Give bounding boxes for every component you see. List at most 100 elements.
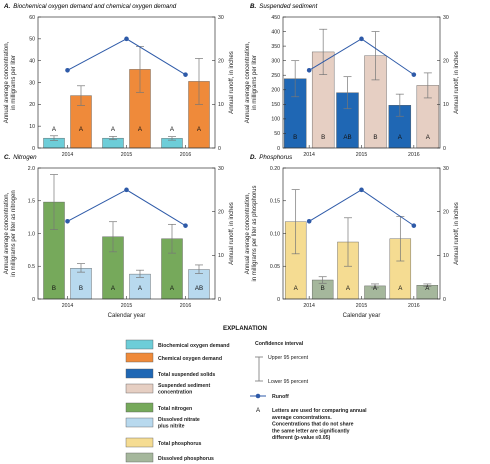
runoff-label: Runoff: [272, 394, 289, 400]
x-tick-label: 2015: [356, 152, 368, 158]
runoff-line: [67, 38, 186, 76]
letters-symbol: A: [256, 407, 261, 414]
y-tick-label: 40: [29, 58, 35, 64]
significance-letter: A: [197, 126, 202, 133]
y2-axis-label: Annual runoff, in inches: [454, 51, 460, 114]
y-axis-label: Annual average concentration,in milligra…: [4, 190, 17, 276]
legend-swatch: [125, 383, 154, 394]
significance-letter: A: [170, 126, 175, 133]
y-tick-label: 1.5: [28, 199, 35, 205]
x-axis-label: Calendar year: [343, 313, 381, 319]
y2-tick-label: 10: [443, 253, 449, 259]
runoff-line: [67, 189, 186, 227]
x-tick-label: 2015: [356, 303, 368, 309]
legend-label-line: Suspended sediment: [158, 383, 210, 389]
y2-tick-label: 0: [218, 146, 221, 152]
y2-tick-label: 20: [443, 58, 449, 64]
y-axis-label: Annual average concentration,in milligra…: [245, 41, 258, 123]
x-tick-label: 2014: [62, 303, 74, 309]
ci-upper-label: Upper 95 percent: [268, 355, 309, 361]
runoff-point: [306, 218, 312, 224]
y2-tick-label: 30: [218, 15, 224, 21]
panel-title: A. Biochemical oxygen demand and chemical…: [3, 3, 177, 10]
legend-label: Chemical oxygen demand: [158, 356, 222, 362]
x-tick-label: 2014: [303, 152, 315, 158]
significance-letter: A: [111, 285, 116, 292]
bar: [70, 268, 92, 300]
ci-lower-label: Lower 95 percent: [268, 379, 309, 385]
legend-label-line: Dissolved nitrate: [158, 417, 200, 423]
panel-title-text: Phosphorus: [259, 154, 292, 161]
significance-letter: A: [111, 126, 116, 133]
significance-letter: B: [321, 134, 325, 141]
letters-note-line: different (p-value ≤0.05): [272, 435, 330, 441]
y-axis-label: Annual average concentration,in milligra…: [245, 185, 258, 281]
significance-letter: A: [425, 285, 430, 292]
y2-tick-label: 10: [218, 253, 224, 259]
y-tick-label: 0: [277, 297, 280, 303]
legend-label: Biochemical oxygen demand: [158, 343, 230, 349]
significance-letter: A: [170, 285, 175, 292]
y-axis-label-line: Annual average concentration,: [245, 41, 251, 123]
runoff-point: [411, 223, 417, 228]
y-axis-label-line: Annual average concentration,: [4, 192, 10, 274]
panel-title-text: Suspended sediment: [259, 3, 317, 10]
significance-letter: B: [373, 134, 377, 141]
x-tick-label: 2015: [121, 303, 133, 309]
y-tick-label: 50: [274, 131, 280, 137]
significance-letter: A: [346, 285, 351, 292]
y2-axis-label: Annual runoff, in inches: [229, 202, 235, 265]
y-tick-label: 0.10: [270, 231, 280, 237]
legend-swatch: [125, 417, 154, 428]
significance-letter: B: [52, 285, 56, 292]
legend-label: Dissolved phosphorus: [158, 456, 214, 462]
runoff-point: [359, 36, 364, 42]
panel-title-text: Biochemical oxygen demand and chemical o…: [13, 3, 177, 10]
panel-title: D. Phosphorus: [250, 154, 292, 161]
y-tick-label: 450: [271, 15, 280, 21]
y-tick-label: 50: [29, 37, 35, 43]
y-tick-label: 0.5: [28, 264, 35, 270]
x-tick-label: 2016: [180, 303, 192, 309]
panel-letter: D.: [250, 154, 256, 161]
y-tick-label: 0: [32, 297, 35, 303]
legend-label: Total suspended solids: [158, 372, 215, 378]
y2-axis-label: Annual runoff, in inches: [454, 202, 460, 265]
y2-tick-label: 0: [443, 297, 446, 303]
letters-note: Letters are used for comparing annual ave…: [272, 408, 367, 441]
runoff-point: [359, 187, 364, 193]
letters-note-line: Concentrations that do not share: [272, 422, 354, 428]
y-axis-label: Annual average concentration,in milligra…: [4, 41, 17, 123]
legend-label-line: concentration: [158, 390, 192, 396]
y2-tick-label: 20: [443, 209, 449, 215]
legend-swatch: [125, 352, 154, 363]
significance-letter: A: [294, 285, 299, 292]
y-tick-label: 0.15: [270, 199, 280, 205]
y2-tick-label: 30: [443, 166, 449, 172]
legend-swatch: [125, 437, 154, 448]
legend-swatch: [125, 402, 154, 413]
legend: EXPLANATION Biochemical oxygen demand Chem…: [125, 325, 367, 463]
runoff-legend-point: [255, 393, 261, 399]
panel-title: C. Nitrogen: [4, 154, 37, 161]
runoff-point: [65, 218, 70, 224]
chart-panel-1: A. Biochemical oxygen demand and chemical…: [3, 3, 235, 158]
x-tick-label: 2016: [180, 152, 192, 158]
runoff-point: [183, 72, 188, 77]
y-axis-label-line: in milligrams per liter as phosphorus: [252, 185, 258, 281]
y-tick-label: 20: [29, 102, 35, 108]
significance-letter: A: [398, 134, 403, 141]
significance-letter: A: [79, 126, 84, 133]
y2-tick-label: 0: [218, 297, 221, 303]
x-tick-label: 2014: [62, 152, 74, 158]
runoff-point: [65, 67, 70, 73]
letters-note-line: the same letter are significantly: [272, 428, 350, 434]
letters-note-line: Letters are used for comparing annual: [272, 408, 367, 414]
legend-label-line: plus nitrite: [158, 424, 185, 430]
x-tick-label: 2016: [408, 303, 420, 309]
y2-tick-label: 10: [443, 102, 449, 108]
significance-letter: A: [138, 285, 143, 292]
y2-axis-label: Annual runoff, in inches: [229, 51, 235, 114]
